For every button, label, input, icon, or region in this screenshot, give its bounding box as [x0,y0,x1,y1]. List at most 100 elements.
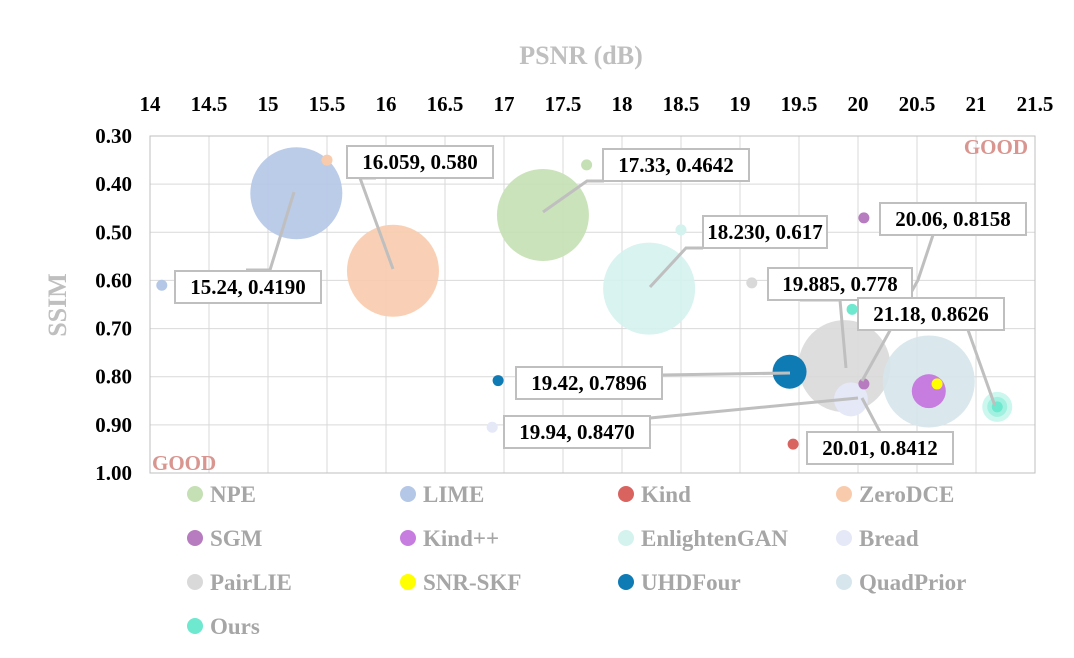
callout-box [879,202,1027,236]
data-point-bread [486,421,498,433]
legend-marker [187,530,203,546]
callout-leader-line [860,397,882,433]
x-tick-label: 16.5 [427,92,464,116]
data-point-pairlie [746,277,758,289]
callout-label: 20.06, 0.8158 [895,207,1011,231]
y-axis-title: SSIM [43,273,72,337]
data-point-kind [787,438,799,450]
callout-label: 19.94, 0.8470 [519,420,635,444]
callout-box [806,431,954,465]
y-tick-label: 0.80 [95,365,132,389]
x-tick-label: 14.5 [191,92,228,116]
bubbles [156,147,1013,450]
data-point-zerodce [346,224,439,317]
data-point-sgm [858,212,870,224]
x-tick-label: 16 [376,92,397,116]
callout-label: 17.33, 0.4642 [618,153,734,177]
x-tick-label: 19 [730,92,751,116]
legend-marker [618,574,634,590]
callout-box [503,415,651,449]
x-tick-label: 17.5 [545,92,582,116]
legend-label: SGM [210,526,263,551]
plot-border [149,135,1036,474]
callout-leader-line [860,234,935,382]
y-tick-label: 0.30 [95,124,132,148]
legend-label: Kind++ [423,526,499,551]
x-tick-label: 18 [612,92,633,116]
good-label-top-right: GOOD [964,135,1028,159]
callout-label: 21.18, 0.8626 [873,302,989,326]
legend-marker [836,530,852,546]
data-point-enlightengan [675,224,687,236]
legend-marker [400,486,416,502]
x-tick-label: 19.5 [781,92,818,116]
legend-label: PairLIE [210,570,292,595]
data-point-ours [846,303,858,315]
x-tick-label: 15 [258,92,279,116]
axis-ticks: 14 14.5 15 15.5 16 16.5 17 17.5 18 18.5 19 19.5 20 20… [95,92,1053,485]
callout-box [857,297,1005,331]
data-point-kind- [911,374,946,409]
callout-box [346,145,494,179]
legend-marker [187,618,203,634]
legend-marker [836,486,852,502]
data-point-enlightengan [603,242,696,335]
data-point-sgm [858,378,870,390]
callout-leader-line [661,371,791,377]
callout-box [702,215,828,249]
legend-marker [187,486,203,502]
callout-box [602,148,750,182]
x-axis-title: PSNR (dB) [519,41,643,70]
legend-marker [618,530,634,546]
y-tick-label: 1.00 [95,461,132,485]
y-tick-label: 0.50 [95,220,132,244]
callouts: 16.059, 0.580 17.33, 0.4642 15.24, 0.4190 1… [174,145,1027,465]
x-tick-label: 20.5 [899,92,936,116]
data-point-lime [156,279,168,291]
legend-label: Kind [641,482,691,507]
legend-label: LIME [423,482,484,507]
y-tick-label: 0.60 [95,268,132,292]
legend-label: NPE [210,482,256,507]
legend-marker [618,486,634,502]
data-point-uhdfour [492,375,504,387]
y-tick-label: 0.90 [95,413,132,437]
legend-label: UHDFour [641,570,741,595]
callout-box [515,366,663,400]
callout-box [174,270,322,304]
data-point-zerodce [321,154,333,166]
x-tick-label: 21 [966,92,987,116]
x-tick-label: 18.5 [663,92,700,116]
good-label-bottom-left: GOOD [152,451,216,475]
callout-label: 16.059, 0.580 [362,150,478,174]
legend-label: EnlightenGAN [641,526,788,551]
callout-label: 19.885, 0.778 [782,272,898,296]
legend-marker [400,574,416,590]
data-point-lime [250,147,343,240]
data-point-snr-skf [931,378,943,390]
x-tick-label: 21.5 [1017,92,1054,116]
y-tick-label: 0.70 [95,317,132,341]
callout-leader-line [542,179,604,214]
data-point-npe [581,159,593,171]
legend-label: ZeroDCE [859,482,954,507]
x-tick-label: 14 [140,92,162,116]
callout-leader-line [649,396,859,420]
y-tick-label: 0.40 [95,172,132,196]
callout-box [767,267,913,301]
legend-marker [400,530,416,546]
callout-leader-line [966,329,997,407]
x-tick-label: 15.5 [309,92,346,116]
legend-marker [836,574,852,590]
callout-label: 18.230, 0.617 [707,220,823,244]
legend-label: Ours [210,614,260,639]
data-point-npe [496,169,589,262]
callout-label: 20.01, 0.8412 [822,436,938,460]
callout-label: 19.42, 0.7896 [531,371,647,395]
legend: NPE LIME Kind ZeroDCE SGM Kind++ EnlightenGAN B… [187,482,966,639]
callout-label: 15.24, 0.4190 [190,275,306,299]
legend-label: Bread [859,526,919,551]
x-tick-label: 20 [848,92,869,116]
x-tick-label: 17 [494,92,515,116]
